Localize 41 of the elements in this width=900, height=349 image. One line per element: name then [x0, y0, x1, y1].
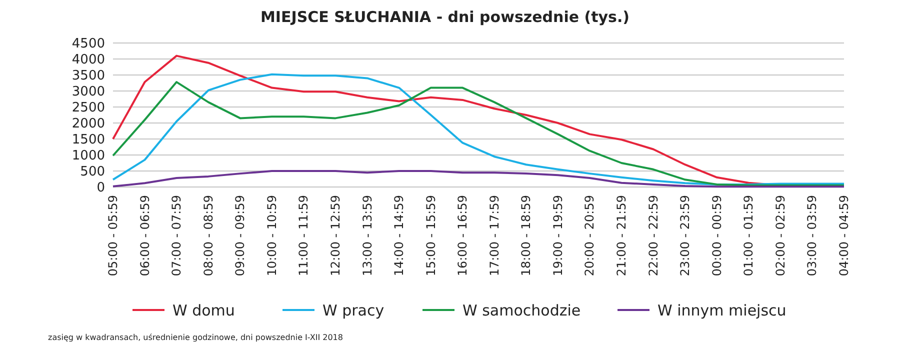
y-tick-label: 3000 — [72, 84, 105, 100]
text: zasięg w kwadransach, uśrednienie godzinowe, dni powszednie I-XII 2018 — [48, 333, 343, 342]
y-tick-label: 3500 — [72, 68, 105, 84]
x-tick-label: 04:00 - 04:59 — [837, 195, 851, 276]
x-tick-label: 03:00 - 03:59 — [805, 195, 820, 276]
x-tick-label: 01:00 - 01:59 — [742, 195, 756, 276]
x-tick-label: 23:00 - 23:59 — [678, 195, 692, 276]
x-tick-label: 11:00 - 11:59 — [296, 195, 311, 276]
legend-label: W innym miejscu — [658, 301, 786, 320]
x-tick-label: 16:00 - 16:59 — [456, 195, 470, 276]
y-tick-label: 1000 — [72, 148, 105, 164]
x-tick-label: 07:00 - 07:59 — [170, 195, 184, 276]
chart-title: MIEJSCE SŁUCHANIA - dni powszednie (tys.) — [260, 8, 630, 26]
y-tick-label: 4500 — [72, 36, 105, 52]
x-tick-label: 08:00 - 08:59 — [201, 195, 216, 276]
legend-label: W domu — [172, 301, 235, 320]
x-tick-label: 13:00 - 13:59 — [360, 195, 374, 276]
y-tick-label: 0 — [96, 180, 105, 196]
x-tick-label: 00:00 - 00:59 — [710, 195, 724, 276]
legend-label: W pracy — [322, 301, 384, 320]
y-tick-label: 1500 — [72, 132, 105, 148]
x-tick-label: 19:00 - 19:59 — [550, 195, 565, 276]
x-tick-label: 15:00 - 15:59 — [424, 195, 438, 276]
x-tick-label: 06:00 - 06:59 — [138, 195, 152, 276]
x-tick-label: 21:00 - 21:59 — [614, 195, 629, 276]
x-tick-label: 18:00 - 18:59 — [519, 195, 534, 276]
x-tick-label: 22:00 - 22:59 — [646, 195, 660, 276]
y-tick-label: 500 — [80, 164, 105, 180]
y-tick-label: 2000 — [72, 116, 105, 132]
x-tick-label: 05:00 - 05:59 — [106, 195, 120, 276]
x-tick-label: 12:00 - 12:59 — [328, 195, 342, 276]
x-tick-label: 09:00 - 09:59 — [233, 195, 248, 276]
legend-label: W samochodzie — [462, 301, 581, 320]
x-tick-label: 17:00 - 17:59 — [487, 195, 502, 276]
x-tick-label: 10:00 - 10:59 — [264, 195, 279, 276]
y-tick-label: 2500 — [72, 100, 105, 116]
x-tick-label: 02:00 - 02:59 — [773, 195, 788, 276]
y-tick-label: 4000 — [72, 52, 105, 68]
line-series — [112, 170, 845, 188]
x-tick-label: 14:00 - 14:59 — [392, 195, 406, 276]
x-tick-label: 20:00 - 20:59 — [582, 195, 597, 276]
